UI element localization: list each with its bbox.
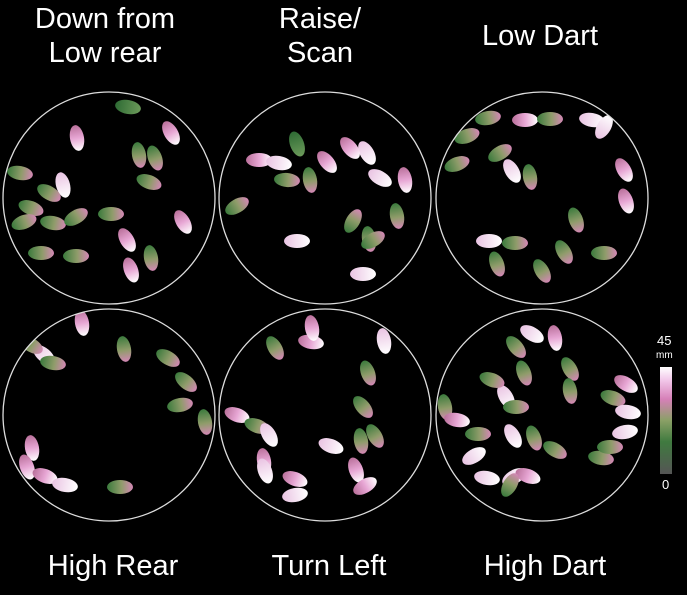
mouse-blob [500, 421, 525, 451]
mouse-blob [158, 118, 183, 148]
mouse-blob [350, 267, 376, 281]
mouse-blob [316, 435, 345, 457]
arena-ring [219, 92, 431, 304]
mouse-blob [591, 246, 617, 260]
mouse-blob [396, 166, 414, 194]
mouse-blob [114, 225, 139, 255]
mouse-blob [107, 480, 133, 494]
mouse-blob [537, 112, 563, 126]
mouse-blob [222, 193, 252, 218]
mouse-blob [513, 358, 535, 387]
mouse-blob [459, 443, 489, 468]
mouse-blob [281, 486, 309, 504]
mouse-blob [313, 148, 340, 177]
mouse-blob [517, 321, 547, 346]
mouse-blob [144, 143, 166, 172]
arena-1 [3, 92, 215, 304]
mouse-blob [388, 202, 406, 230]
colorbar-unit-label: mm [656, 350, 673, 361]
mouse-blob [540, 437, 570, 462]
mouse-blob [196, 408, 214, 436]
mouse-blob [465, 427, 491, 441]
mouse-blob [499, 156, 524, 186]
mouse-blob [73, 309, 91, 337]
mouse-blob [503, 400, 529, 414]
mouse-blob [166, 396, 194, 414]
arena-2 [219, 92, 431, 304]
mouse-blob [286, 129, 308, 158]
mouse-blob [130, 141, 148, 169]
mouse-blob [115, 335, 133, 363]
mouse-blob [68, 124, 86, 152]
mouse-blob [597, 440, 623, 454]
mouse-blob [615, 186, 637, 215]
mouse-blob [473, 469, 501, 487]
mouse-blob [120, 255, 142, 284]
mouse-blob [262, 333, 287, 363]
mouse-blob [365, 165, 395, 190]
mouse-blob [134, 171, 163, 193]
mouse-blob [61, 204, 91, 229]
arena-ring [3, 92, 215, 304]
mouse-blob [284, 234, 310, 248]
mouse-blob [486, 249, 508, 278]
arena-6 [436, 309, 648, 521]
colorbar [660, 367, 672, 474]
mouse-blob [529, 256, 554, 286]
arena-5 [219, 309, 431, 521]
mouse-blob [561, 377, 579, 405]
mouse-blob [28, 246, 54, 260]
arena-3 [436, 92, 648, 304]
mouse-blob [502, 236, 528, 250]
mouse-blob [349, 393, 376, 422]
mouse-blob [611, 155, 636, 185]
mouse-blob [39, 214, 67, 232]
mouse-blob [551, 237, 576, 267]
mouse-blob [153, 345, 183, 370]
mouse-blob [280, 468, 309, 490]
mouse-blob [6, 164, 34, 182]
colorbar-max-label: 45 [657, 333, 671, 348]
mouse-blob [512, 113, 538, 127]
mouse-blob [521, 163, 539, 191]
mouse-blob [442, 153, 471, 175]
arena-ring [219, 309, 431, 521]
mouse-blob [63, 249, 89, 263]
mouse-blob [523, 423, 545, 452]
arena-4 [3, 309, 215, 521]
mouse-blob [565, 205, 587, 234]
mouse-blob [546, 324, 564, 352]
mouse-blob [476, 234, 502, 248]
mouse-blob [114, 98, 142, 116]
mouse-blob [172, 368, 201, 395]
mouse-blob [301, 166, 319, 194]
mouse-blob [273, 172, 300, 188]
mouse-blob [357, 358, 379, 387]
mouse-blob [170, 207, 195, 237]
mouse-blob [611, 423, 639, 441]
mouse-blob [98, 207, 124, 221]
mouse-blob [340, 206, 365, 236]
mouse-blob [142, 244, 160, 272]
colorbar-min-label: 0 [662, 477, 669, 492]
mouse-blob [474, 109, 502, 127]
